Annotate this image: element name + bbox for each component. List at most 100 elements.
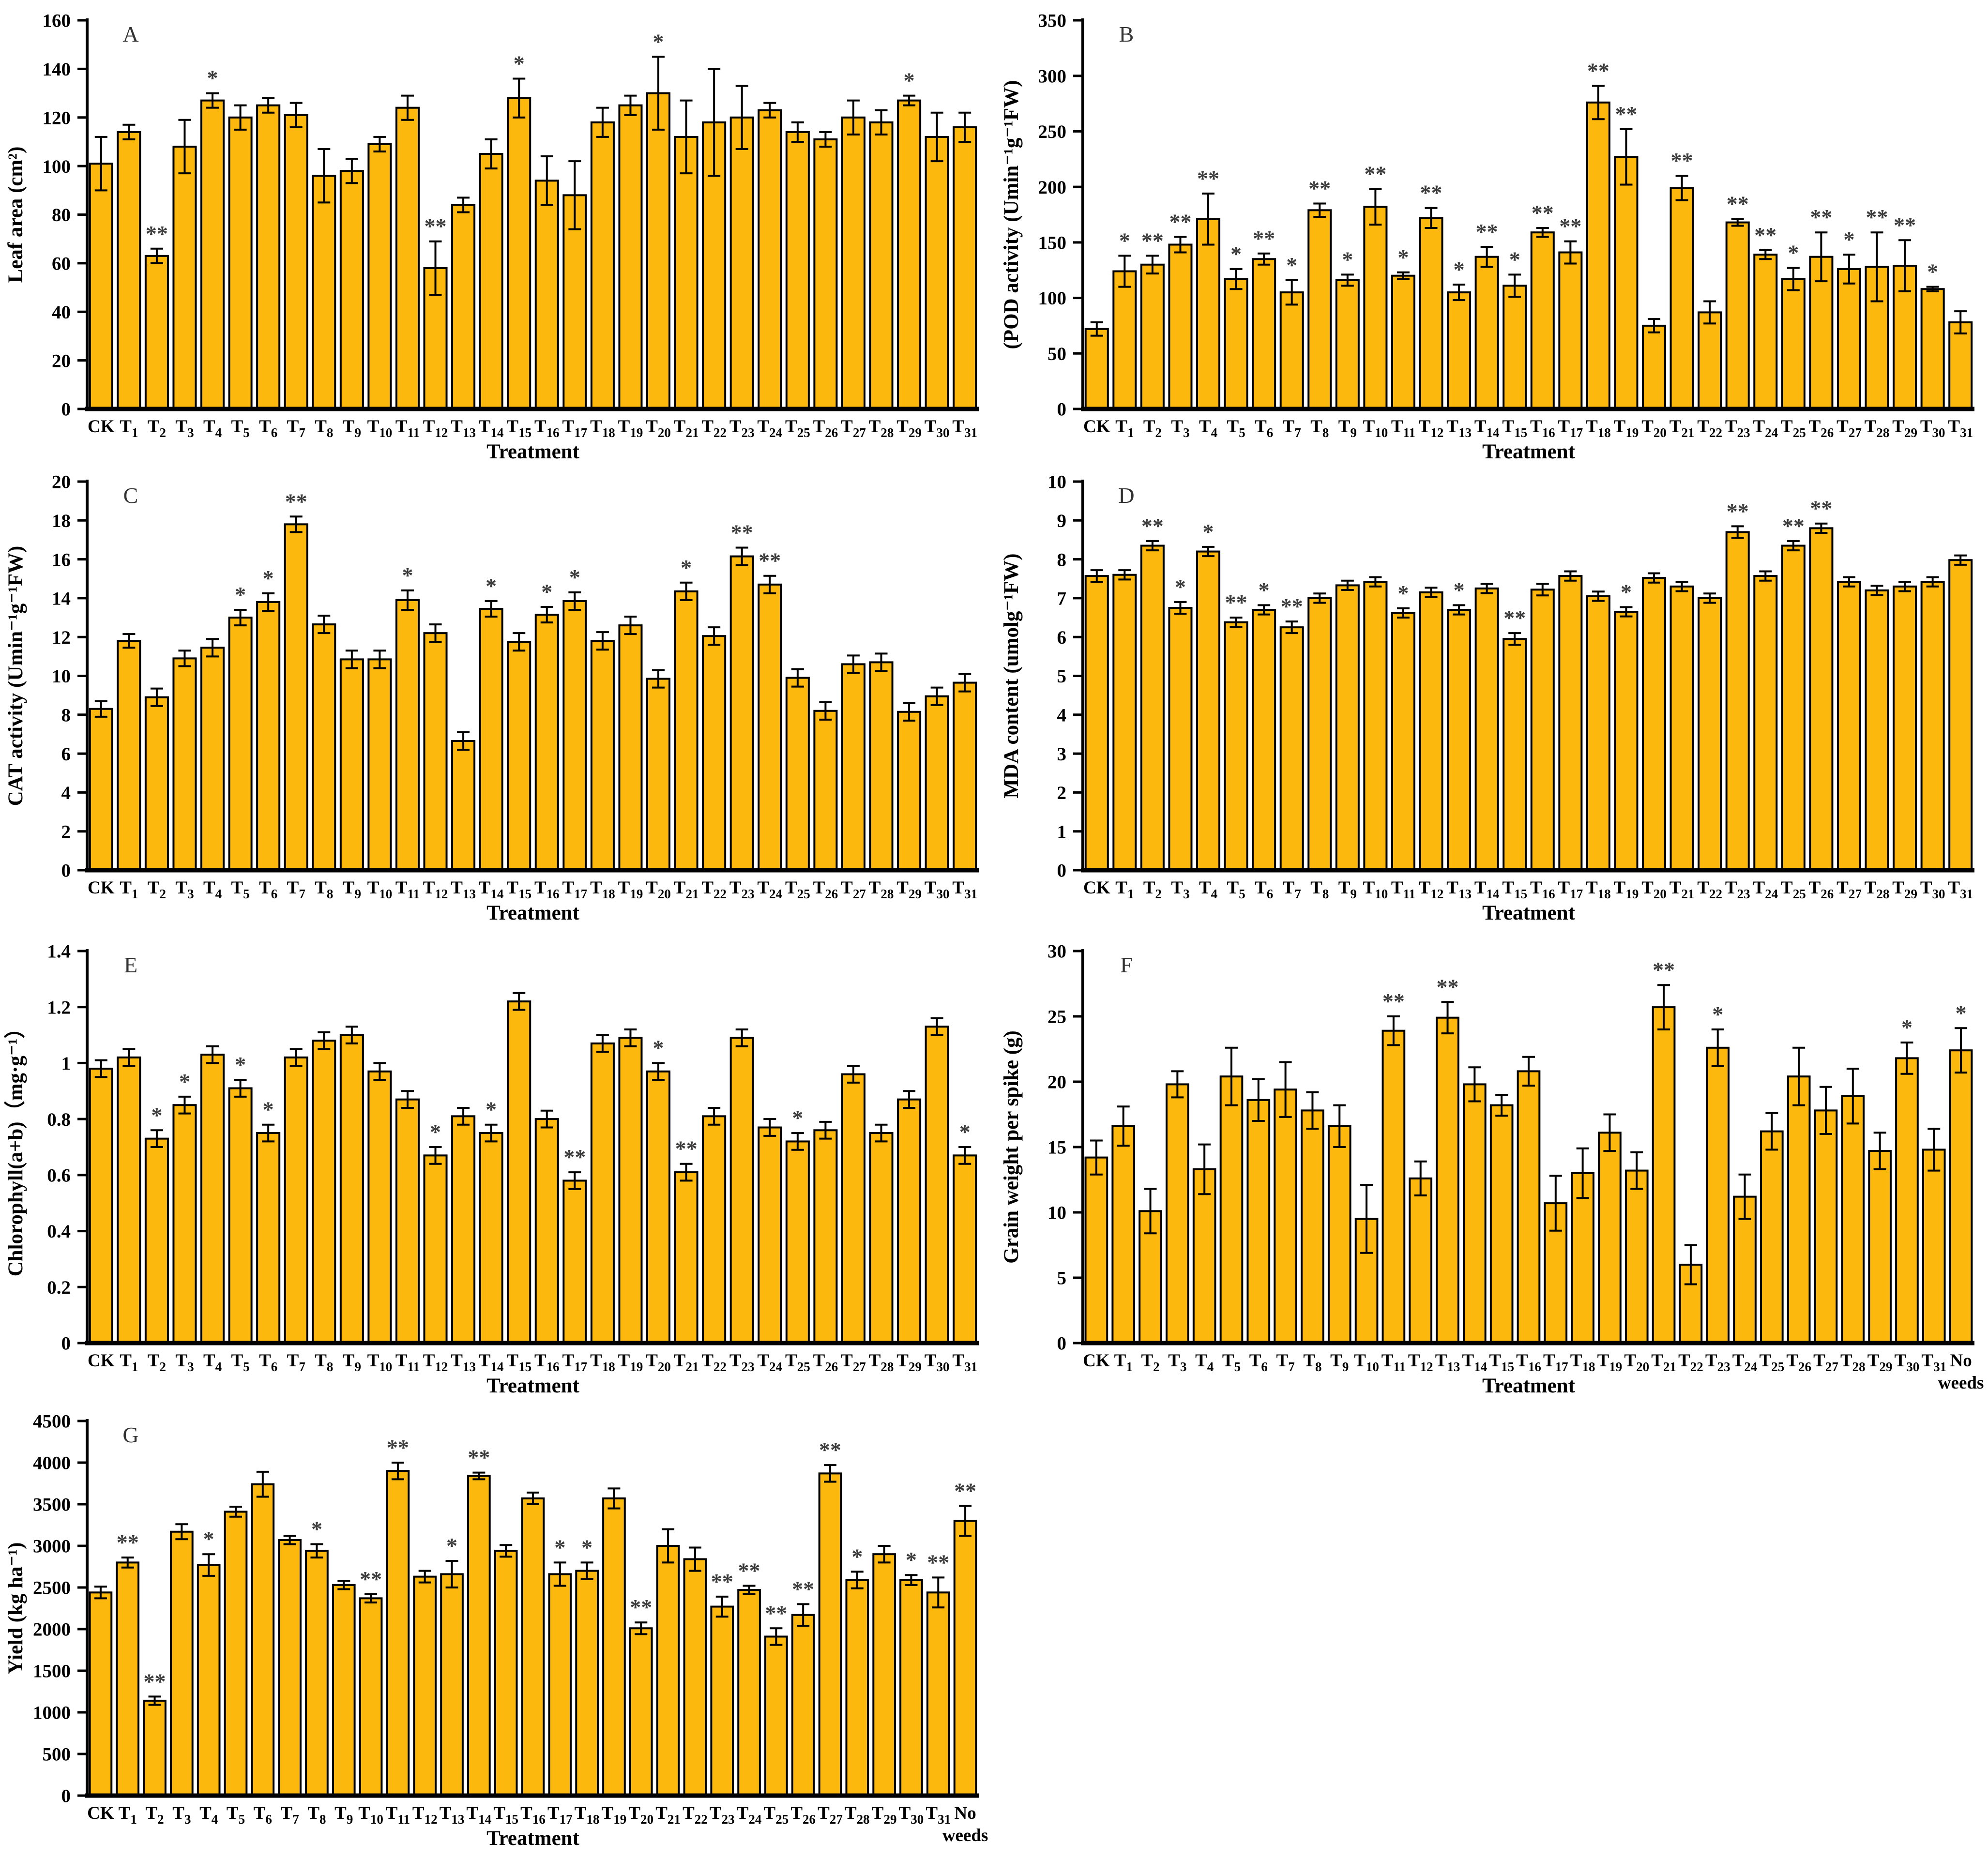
x-tick-label: T6 [259, 417, 277, 440]
x-tick-label: T15 [506, 417, 531, 440]
significance-label: ** [1141, 514, 1164, 538]
x-tick-label: CK [88, 1351, 115, 1371]
x-tick-label: T17 [562, 1351, 588, 1374]
x-tick-label: T24 [757, 878, 782, 901]
significance-label: ** [1653, 957, 1675, 982]
y-axis-title: Leaf area (cm²) [4, 147, 27, 283]
y-tick-label: 3 [1057, 744, 1067, 765]
x-tick-label: T3 [175, 417, 194, 440]
bar-T10 [1363, 581, 1388, 871]
x-tick-label: T3 [1171, 878, 1189, 901]
bar-T19 [602, 1497, 626, 1797]
bar-T2 [143, 1699, 167, 1797]
bar-T6 [1252, 258, 1276, 410]
significance-label: ** [117, 1530, 139, 1555]
y-tick-label: 4 [1057, 705, 1067, 725]
y-tick-label: 1000 [33, 1703, 71, 1723]
bar-T10 [1354, 1218, 1379, 1344]
bar-T24 [1753, 575, 1778, 871]
bar-T29 [872, 1553, 896, 1797]
y-tick-label: 0 [1057, 1333, 1067, 1354]
y-axis-title: (POD activity (Umin⁻¹g⁻¹FW) [1000, 80, 1023, 349]
x-tick-label: T18 [575, 1803, 600, 1827]
bar-T15 [1502, 638, 1527, 871]
bar-T11 [1381, 1029, 1406, 1344]
y-tick-label: 14 [52, 589, 71, 609]
x-tick-label: T11 [1391, 878, 1415, 901]
x-tick-label: T9 [1330, 1351, 1349, 1374]
bar-T14 [1463, 1083, 1487, 1344]
x-tick-label: T16 [1530, 878, 1555, 901]
y-tick-label: 10 [1047, 1203, 1066, 1224]
bar-T11 [395, 1098, 420, 1344]
x-tick-label: T18 [1570, 1351, 1595, 1374]
bar-T21 [1669, 187, 1694, 410]
bar-T18 [590, 121, 615, 410]
x-tick-label: T15 [493, 1803, 518, 1827]
significance-label: ** [1225, 590, 1247, 615]
x-tick-label: T17 [562, 878, 588, 901]
significance-label: * [263, 566, 274, 590]
x-tick-label: T29 [1892, 417, 1917, 440]
x-tick-label: T15 [506, 1351, 531, 1374]
y-tick-label: 0.6 [47, 1165, 71, 1186]
x-tick-label: T30 [1920, 417, 1945, 440]
x-tick-label: T6 [259, 1351, 277, 1374]
significance-label: * [402, 563, 413, 588]
x-tick-label: T7 [1283, 878, 1301, 901]
bar-T28 [869, 1132, 894, 1344]
x-tick-label: CK [87, 1803, 114, 1823]
chart-E: *************00.20.40.60.811.21.4CK T1 T2 T… [4, 941, 979, 1397]
bar-T9 [1335, 584, 1360, 871]
x-axis-title: Treatment [486, 1827, 580, 1850]
x-tick-label: T31 [952, 1351, 977, 1374]
bar-T4 [197, 1564, 221, 1797]
bar-T12 [413, 1575, 437, 1797]
bar-T4 [1196, 550, 1221, 872]
x-tick-label: T16 [534, 878, 560, 901]
bar-T12 [1409, 1177, 1433, 1344]
bar-T7 [284, 523, 308, 871]
bar-T18 [575, 1570, 599, 1797]
x-tick-label: T5 [231, 1351, 250, 1374]
significance-label: * [581, 1535, 592, 1559]
x-tick-label: T1 [119, 1803, 137, 1827]
significance-label: ** [1894, 212, 1916, 237]
bar-T17 [1558, 575, 1583, 871]
x-tick-label: T26 [813, 1351, 838, 1374]
bar-T8 [312, 1040, 336, 1344]
bar-T30 [1895, 1057, 1919, 1344]
x-tick-label: T14 [1474, 417, 1500, 440]
x-tick-label: T17 [547, 1803, 573, 1827]
bar-T19 [1614, 156, 1639, 410]
bar-T15 [507, 97, 531, 410]
significance-label: ** [1253, 226, 1275, 251]
significance-label: ** [1197, 166, 1219, 191]
x-tick-label: T11 [395, 1351, 420, 1374]
x-tick-label: T11 [386, 1803, 410, 1827]
x-tick-label: T25 [785, 878, 810, 901]
significance-label: * [653, 29, 664, 54]
x-tick-label: T21 [655, 1803, 681, 1827]
x-tick-label: T13 [1435, 1351, 1460, 1374]
bar-T14 [479, 153, 503, 410]
bar-T13 [451, 204, 476, 410]
significance-label: * [1454, 257, 1465, 282]
x-tick-label: T27 [818, 1803, 843, 1827]
significance-label: ** [1782, 514, 1805, 538]
significance-label: * [653, 1035, 664, 1060]
x-tick-label: T22 [1678, 1351, 1703, 1374]
bar-T26 [813, 138, 838, 410]
bar-T31 [953, 681, 977, 871]
x-tick-label: T13 [1446, 417, 1472, 440]
x-tick-label: T29 [1892, 878, 1917, 901]
y-tick-label: 0 [61, 1786, 71, 1807]
y-axis-title: Chlorophyll(a+b)（mg·g⁻¹） [4, 1018, 27, 1277]
bar-T29 [1893, 585, 1917, 871]
bar-T8 [1301, 1109, 1324, 1344]
x-tick-label: T27 [841, 417, 866, 440]
x-tick-label: T10 [1354, 1351, 1379, 1374]
bar-T20 [1642, 577, 1667, 872]
x-tick-label: T30 [925, 1351, 950, 1374]
significance-label: * [151, 1103, 162, 1127]
